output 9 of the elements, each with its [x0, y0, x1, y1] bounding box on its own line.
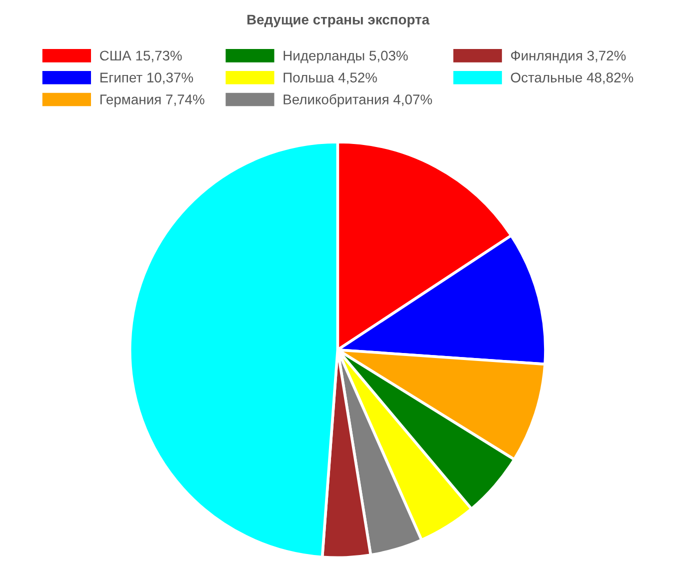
legend-label: Великобритания 4,07% [284, 94, 432, 108]
chart-title: Ведущие страны экспорта [247, 14, 430, 28]
legend-label: Германия 7,74% [100, 94, 204, 108]
legend-label: Нидерланды 5,03% [284, 50, 408, 64]
legend-label: Остальные 48,82% [510, 72, 634, 84]
legend-label: Египет 10,37% [100, 72, 194, 84]
legend-label: Польша 4,52% [284, 72, 377, 84]
legend-label: США 15,73% [100, 50, 182, 62]
legend-label: Финляндия 3,72% [511, 50, 626, 64]
